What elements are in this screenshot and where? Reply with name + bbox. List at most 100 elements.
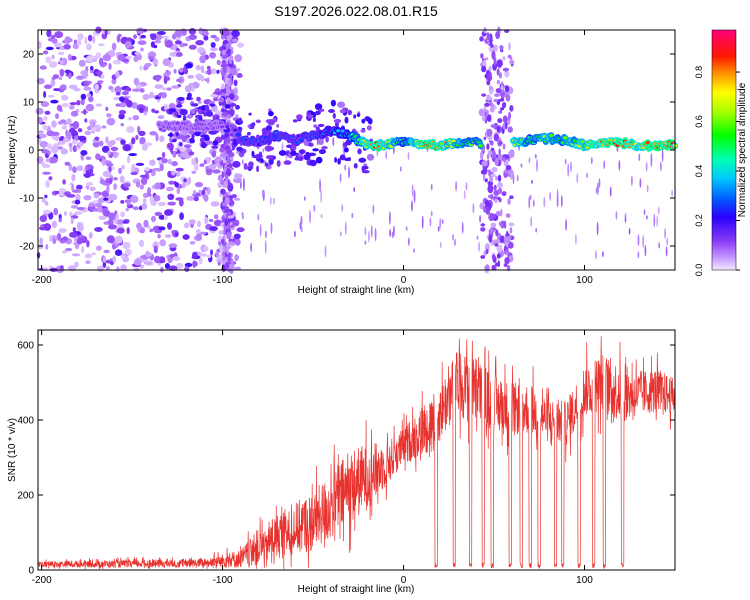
heat-cell [126, 155, 131, 164]
heat-cell [478, 144, 483, 148]
heat-cell [495, 31, 500, 40]
heat-cell [70, 110, 79, 117]
heat-cell [199, 163, 205, 167]
heat-cell [532, 199, 535, 207]
heat-cell [72, 145, 77, 153]
heat-cell [200, 253, 208, 257]
heat-cell [68, 163, 73, 171]
heat-cell [437, 226, 440, 232]
heat-cell [495, 210, 502, 217]
heat-cell [226, 148, 233, 155]
heat-cell [105, 183, 111, 186]
heat-cell [309, 159, 317, 167]
snr-x-tick-label: -200 [32, 575, 52, 586]
heat-cell [493, 133, 499, 142]
heat-cell [408, 237, 410, 246]
heat-cell [183, 222, 190, 229]
heat-cell [227, 253, 231, 263]
heat-cell [489, 106, 495, 113]
heat-cell [265, 125, 273, 132]
heat-cell [628, 228, 631, 235]
heat-cell [303, 196, 306, 201]
heat-cell [107, 150, 111, 155]
heat-cell [126, 200, 131, 206]
heat-cell [317, 123, 325, 128]
heat-cell [61, 94, 69, 101]
heat-cell [57, 146, 63, 150]
heat-cell [192, 190, 197, 195]
heat-cell [122, 220, 130, 224]
heat-cell [45, 244, 49, 250]
heat-cell [48, 176, 53, 181]
heat-cell [153, 44, 158, 49]
heat-cell [46, 29, 52, 38]
heat-cell [85, 55, 94, 63]
heat-cell [233, 233, 241, 240]
heat-cell [439, 217, 442, 229]
heat-cell [502, 143, 506, 150]
heat-cell [660, 161, 662, 172]
heat-cell [222, 245, 226, 251]
heat-cell [642, 234, 645, 248]
heat-cell [176, 104, 183, 108]
heat-cell [183, 178, 187, 183]
heat-cell [187, 176, 192, 185]
heat-cell [182, 43, 188, 47]
heat-cell [666, 237, 669, 246]
heat-cell [197, 108, 203, 114]
heat-cell [119, 96, 125, 102]
heat-cell [75, 193, 81, 202]
heat-cell [499, 45, 504, 50]
heat-cell [236, 73, 243, 78]
heat-cell [184, 266, 190, 272]
heat-cell [480, 227, 486, 232]
snr-y-tick-label: 600 [17, 341, 34, 352]
heat-cell [137, 53, 142, 61]
heat-cell [595, 250, 597, 260]
heat-cell [481, 93, 487, 97]
heat-cell [157, 31, 166, 35]
heat-cell [118, 113, 125, 120]
heat-cell [496, 253, 501, 259]
heat-cell [292, 119, 298, 123]
heat-cell [44, 84, 52, 89]
heat-cell [586, 172, 588, 179]
colorbar-tick-label: 0.2 [694, 214, 704, 227]
heat-cell [101, 158, 106, 166]
heat-cell [91, 126, 97, 133]
heat-cell [500, 85, 504, 91]
heat-cell [40, 101, 50, 108]
heat-cell [290, 150, 297, 157]
heat-cell [484, 102, 490, 107]
heat-cell [364, 226, 367, 236]
heat-cell [187, 74, 195, 79]
heat-cell [490, 43, 494, 48]
heat-cell [126, 100, 133, 108]
heat-cell [169, 132, 173, 137]
heat-cell [69, 211, 73, 217]
heat-cell [366, 153, 375, 161]
heat-cell [162, 58, 171, 66]
heat-cell [174, 111, 179, 117]
heat-cell [215, 250, 220, 258]
heat-cell [88, 168, 94, 174]
heat-cell [199, 137, 205, 143]
heat-cell [484, 178, 488, 183]
heat-cell [360, 129, 366, 133]
heat-cell [344, 164, 347, 171]
heat-cell [71, 253, 81, 257]
heat-cell [248, 112, 252, 116]
heat-cell [143, 260, 153, 266]
heat-cell [530, 216, 533, 227]
heat-cell [84, 118, 88, 123]
heat-cell [126, 126, 135, 133]
heat-cell [220, 188, 226, 195]
heat-cell [452, 234, 454, 241]
heat-cell [53, 88, 60, 92]
heat-cell [58, 188, 67, 193]
heat-cell [97, 80, 104, 84]
heat-cell [108, 224, 117, 230]
heat-cell [504, 70, 510, 78]
heat-cell [429, 217, 432, 227]
heat-cell [165, 87, 172, 91]
